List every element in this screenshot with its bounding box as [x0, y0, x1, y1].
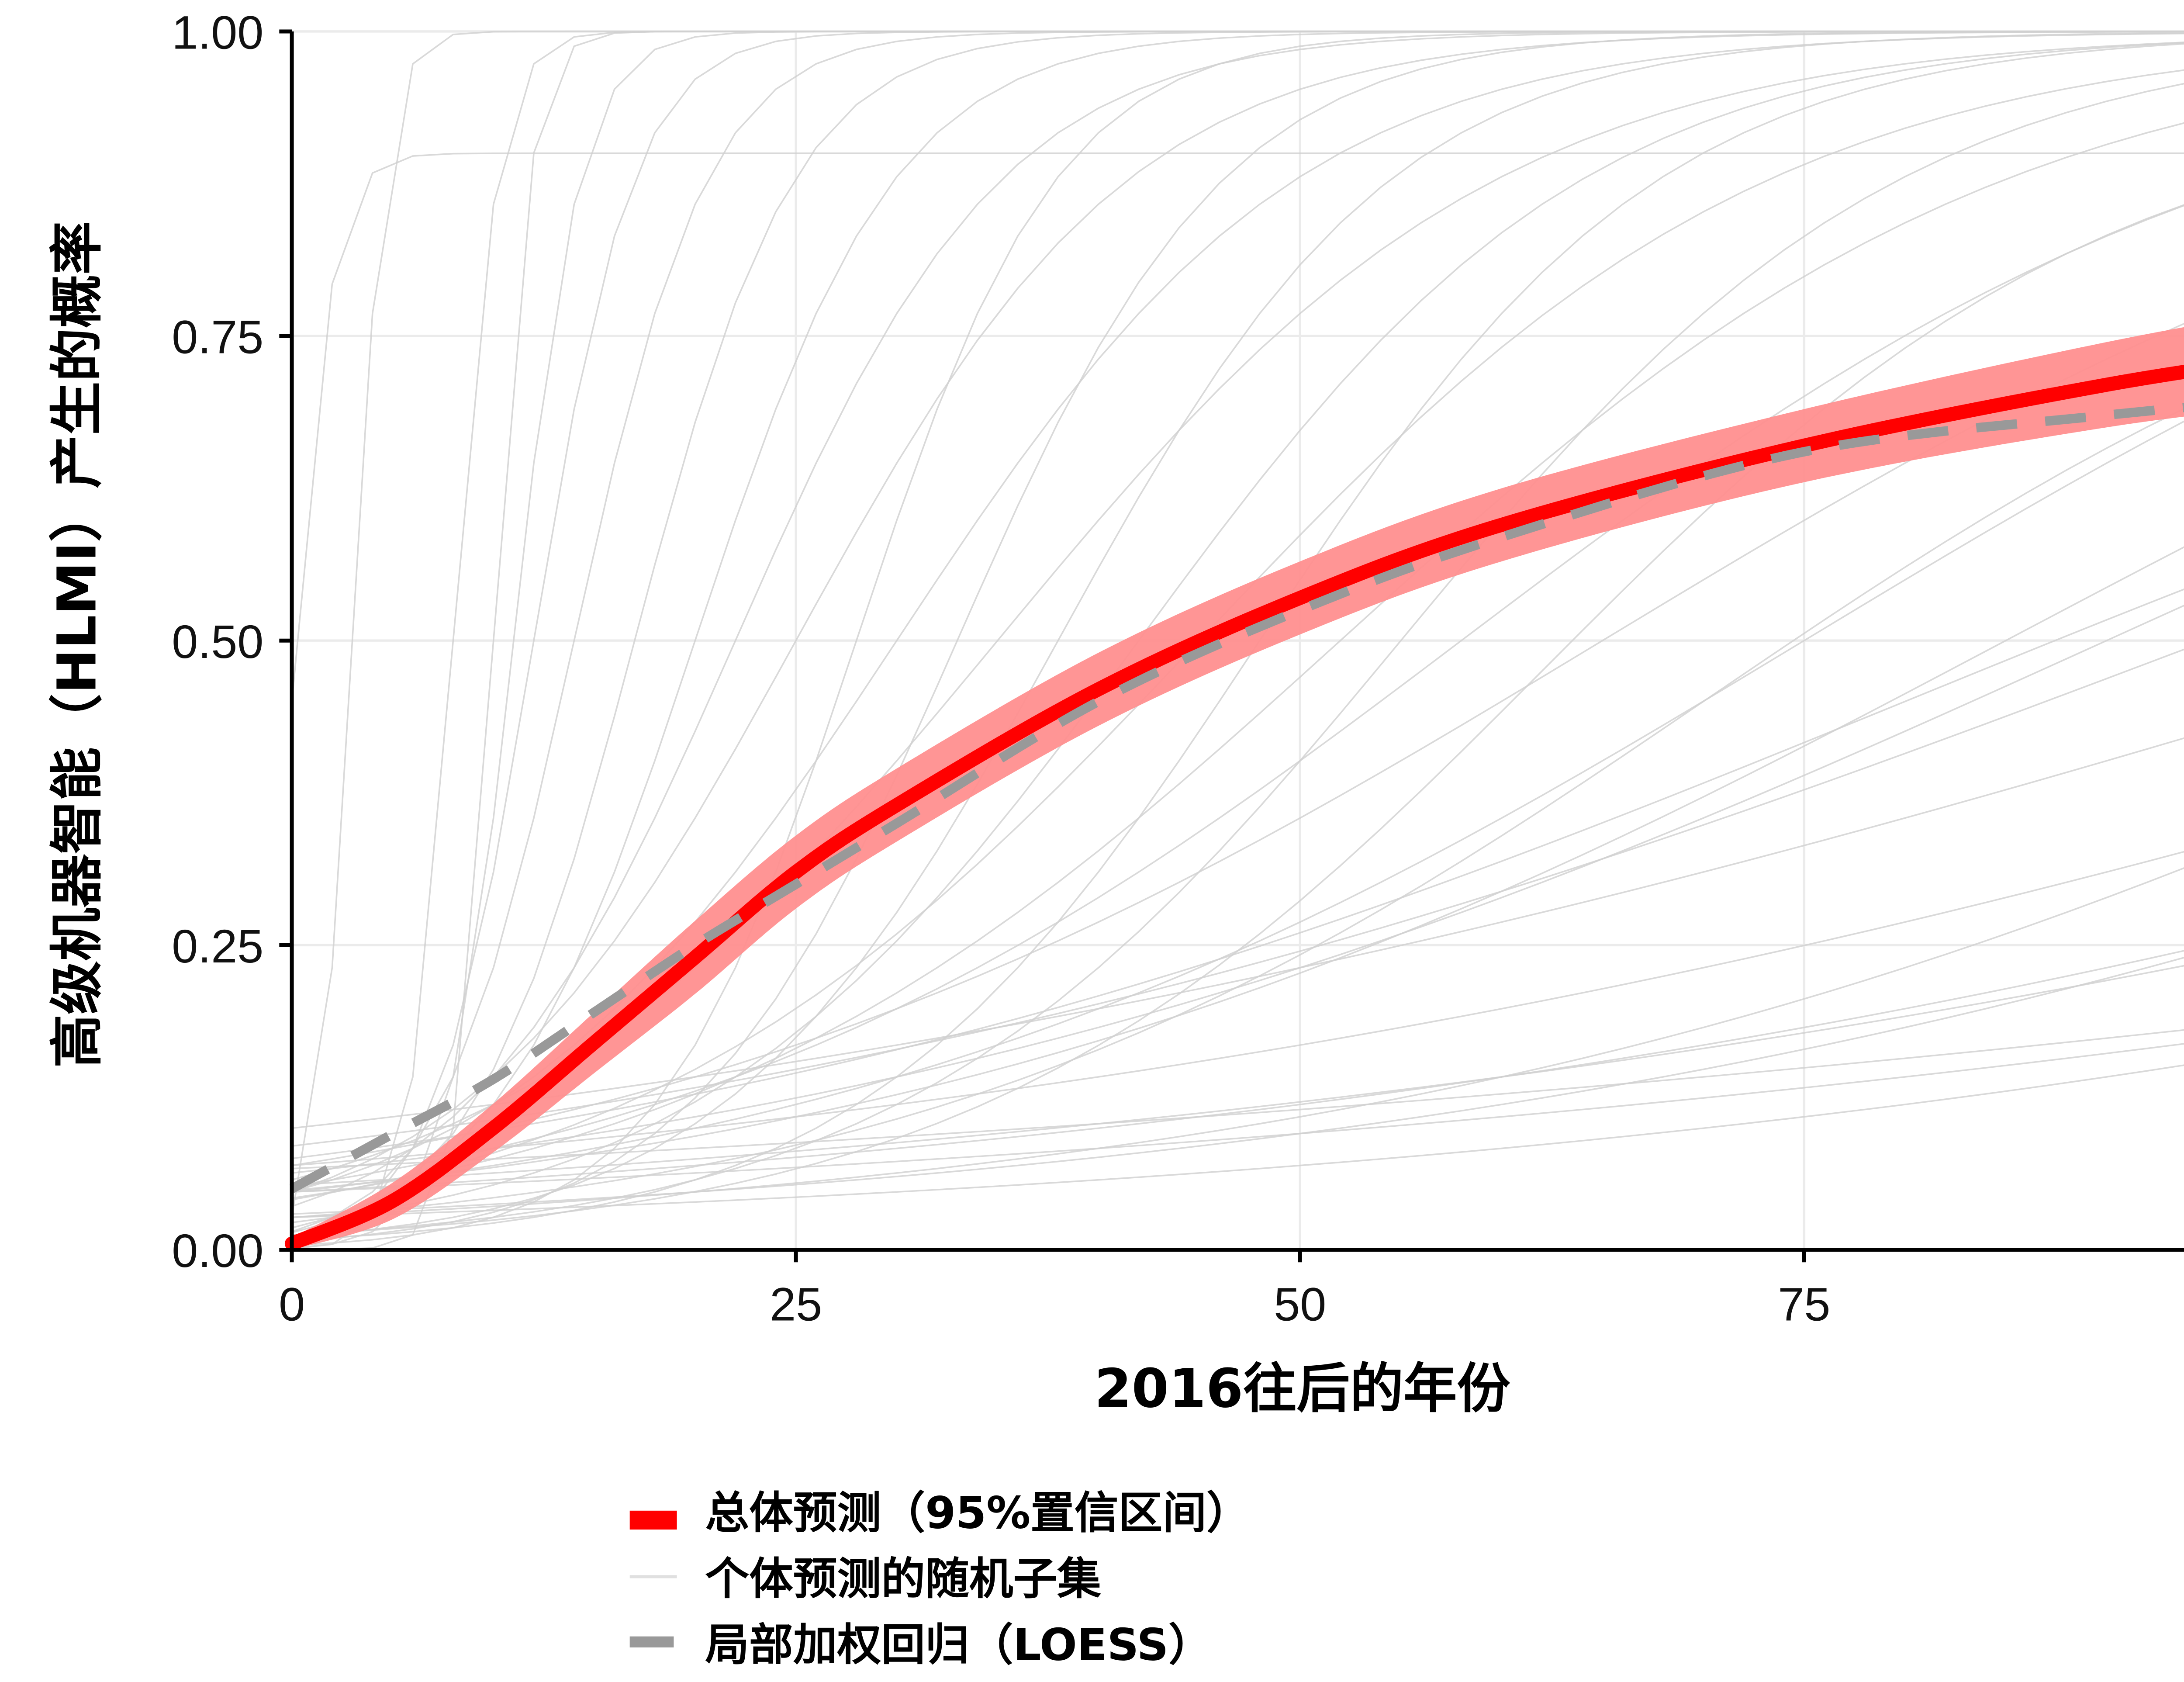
- axis-ticks: 02550751000.000.250.500.751.00: [172, 6, 1830, 1331]
- legend-swatch-overall: [629, 1510, 677, 1530]
- legend-swatch-loess: [629, 1636, 674, 1647]
- x-tick-label: 0: [279, 1277, 305, 1330]
- x-tick-label: 75: [1778, 1277, 1830, 1330]
- x-tick-label: 50: [1274, 1277, 1326, 1330]
- overall-forecast-line: [284, 364, 2184, 1251]
- y-tick-label: 0.25: [172, 920, 263, 973]
- legend-label-loess: 局部加权回归（LOESS）: [705, 1619, 1213, 1671]
- legend-label-individual: 个体预测的随机子集: [705, 1553, 1101, 1605]
- individual-curves: [291, 31, 2184, 1251]
- y-tick-label: 0.75: [172, 311, 263, 363]
- y-tick-label: 0.50: [172, 615, 263, 668]
- legend: 总体预测（95%置信区间） 个体预测的随机子集 局部加权回归（LOESS）: [629, 1487, 1251, 1671]
- y-tick-label: 0.00: [172, 1224, 263, 1277]
- confidence-band: [292, 327, 2184, 1250]
- loess-line: [289, 402, 2184, 1193]
- y-tick-label: 1.00: [172, 6, 263, 59]
- x-tick-label: 25: [770, 1277, 822, 1330]
- y-axis-title: 高级机器智能（HLMI）产生的概率: [45, 221, 108, 1068]
- legend-label-overall: 总体预测（95%置信区间）: [705, 1487, 1250, 1538]
- x-axis-title: 2016往后的年份: [1095, 1357, 1510, 1419]
